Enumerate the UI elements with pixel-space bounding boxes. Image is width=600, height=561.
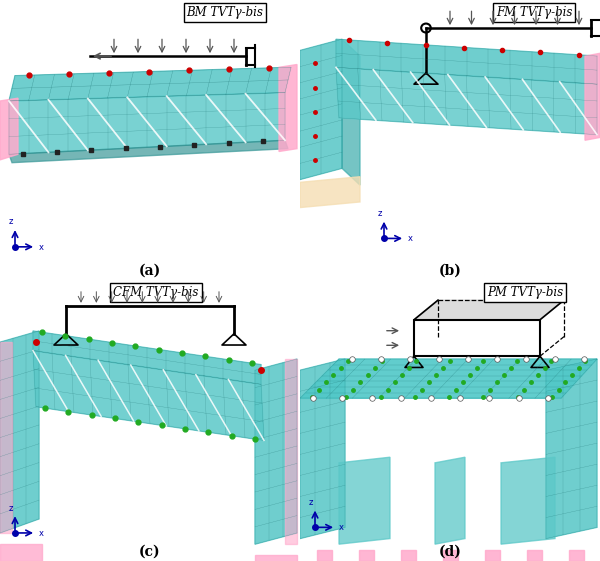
Text: z: z bbox=[9, 218, 13, 227]
Polygon shape bbox=[485, 550, 499, 561]
Text: (b): (b) bbox=[439, 264, 461, 278]
Polygon shape bbox=[359, 550, 373, 561]
Text: x: x bbox=[339, 523, 344, 532]
Polygon shape bbox=[33, 331, 261, 384]
Text: (d): (d) bbox=[439, 544, 461, 558]
Text: (c): (c) bbox=[139, 544, 161, 558]
Polygon shape bbox=[546, 359, 597, 539]
Text: z: z bbox=[9, 504, 13, 513]
Text: (a): (a) bbox=[139, 264, 161, 278]
Polygon shape bbox=[300, 39, 342, 180]
Text: x: x bbox=[408, 234, 413, 243]
Polygon shape bbox=[0, 98, 18, 160]
Polygon shape bbox=[501, 457, 555, 544]
Polygon shape bbox=[300, 177, 360, 208]
Polygon shape bbox=[9, 140, 288, 163]
Polygon shape bbox=[342, 39, 360, 185]
Text: CFM TVTγ-bis: CFM TVTγ-bis bbox=[113, 286, 199, 299]
Polygon shape bbox=[255, 555, 297, 561]
Polygon shape bbox=[0, 331, 39, 533]
Polygon shape bbox=[9, 93, 285, 154]
Polygon shape bbox=[9, 67, 291, 101]
Polygon shape bbox=[255, 359, 297, 544]
Polygon shape bbox=[317, 550, 331, 561]
Text: z: z bbox=[378, 209, 382, 218]
Polygon shape bbox=[414, 300, 564, 320]
Text: BM TVTγ-bis: BM TVTγ-bis bbox=[187, 6, 263, 19]
Polygon shape bbox=[0, 544, 42, 561]
Text: z: z bbox=[309, 498, 313, 507]
Polygon shape bbox=[585, 53, 600, 140]
Polygon shape bbox=[285, 359, 297, 544]
Polygon shape bbox=[336, 39, 597, 84]
Polygon shape bbox=[33, 351, 264, 440]
Polygon shape bbox=[300, 359, 597, 398]
Text: PM TVTγ-bis: PM TVTγ-bis bbox=[487, 286, 563, 299]
Polygon shape bbox=[339, 457, 390, 544]
Polygon shape bbox=[279, 65, 297, 151]
Text: x: x bbox=[39, 529, 44, 538]
Text: FM TVTγ-bis: FM TVTγ-bis bbox=[496, 6, 572, 19]
Polygon shape bbox=[435, 457, 465, 544]
Text: x: x bbox=[39, 243, 44, 252]
Polygon shape bbox=[527, 550, 542, 561]
Polygon shape bbox=[0, 342, 12, 533]
Polygon shape bbox=[443, 550, 458, 561]
Polygon shape bbox=[300, 359, 345, 539]
Polygon shape bbox=[336, 67, 597, 135]
Polygon shape bbox=[401, 550, 415, 561]
Polygon shape bbox=[569, 550, 583, 561]
